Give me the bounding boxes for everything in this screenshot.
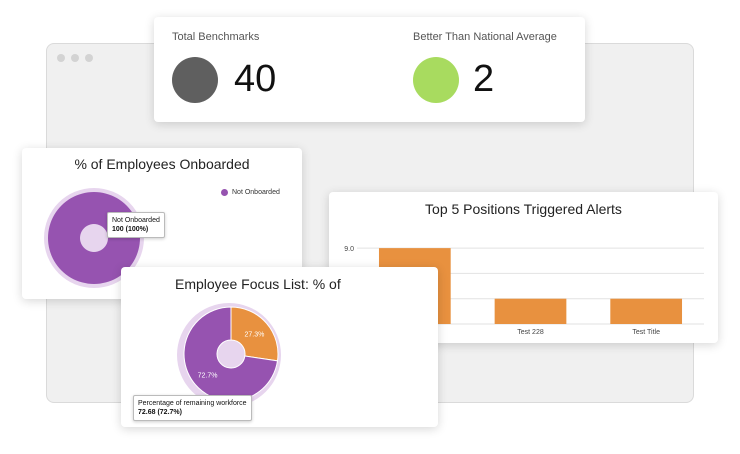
onboarded-card: % of Employees Onboarded Not Onboarded N… — [22, 148, 302, 299]
tooltip-value: 100 (100%) — [112, 226, 149, 233]
tooltip-label: Percentage of remaining workforce — [138, 400, 247, 407]
bar[interactable] — [610, 298, 683, 324]
tooltip-value: 72.68 (72.7%) — [138, 409, 182, 416]
card-title: Employee Focus List: % of — [175, 276, 341, 292]
chart-tooltip: Percentage of remaining workforce 72.68 … — [133, 395, 252, 421]
y-tick-label: 9.0 — [344, 246, 354, 253]
pie-slice-label: 72.7% — [198, 372, 218, 379]
kpi-indicator-circle — [172, 57, 218, 103]
card-title: Top 5 Positions Triggered Alerts — [425, 201, 622, 217]
kpi-label: Better Than National Average — [413, 31, 557, 43]
kpi-card: Total Benchmarks 40 Better Than National… — [154, 17, 585, 122]
kpi-value: 2 — [473, 58, 495, 100]
kpi-indicator-circle — [413, 57, 459, 103]
kpi-value: 40 — [234, 58, 277, 100]
kpi-better-than-national[interactable]: Better Than National Average 2 — [369, 17, 585, 122]
chart-legend[interactable]: Not Onboarded — [221, 189, 280, 196]
focus-list-pie-chart: 27.3% 72.7% — [177, 303, 281, 407]
pie-slice[interactable] — [230, 306, 279, 362]
card-title: % of Employees Onboarded — [74, 156, 250, 172]
pie-slice-label: 27.3% — [245, 332, 265, 339]
x-tick-label: Test 228 — [517, 329, 544, 336]
legend-swatch — [221, 189, 228, 196]
window-controls — [57, 54, 93, 62]
chart-tooltip: Not Onboarded 100 (100%) — [107, 212, 165, 238]
window-dot[interactable] — [57, 54, 65, 62]
legend-label: Not Onboarded — [232, 189, 280, 196]
kpi-total-benchmarks[interactable]: Total Benchmarks 40 — [154, 17, 369, 122]
window-dot[interactable] — [71, 54, 79, 62]
x-tick-label: Test Title — [632, 329, 660, 336]
window-dot[interactable] — [85, 54, 93, 62]
kpi-label: Total Benchmarks — [172, 31, 260, 43]
tooltip-label: Not Onboarded — [112, 217, 160, 224]
bar[interactable] — [494, 298, 567, 324]
focus-list-card: Employee Focus List: % of 27.3% 72.7% Per… — [121, 267, 438, 427]
